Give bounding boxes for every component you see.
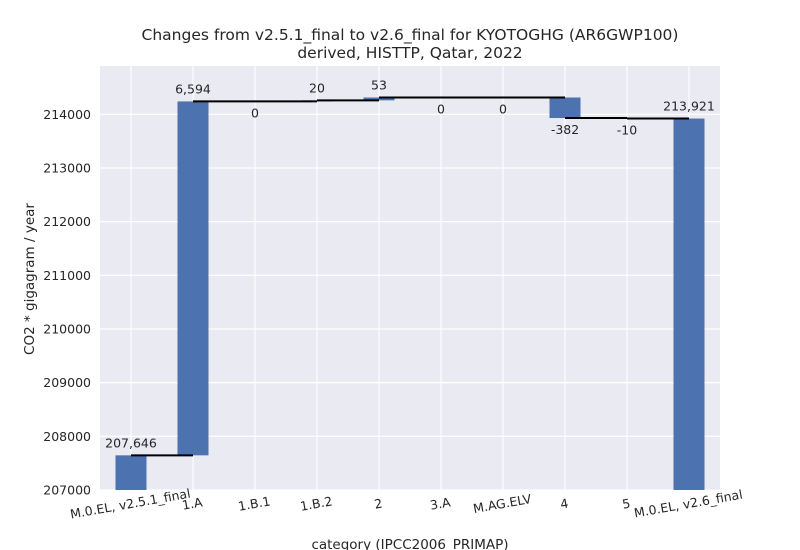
- data-labels: 207,646 6,594 0 20 53 0 0 -382 -10 213,921: [105, 78, 715, 451]
- x-tick-label: 1.B.2: [299, 493, 334, 513]
- data-label: 207,646: [105, 435, 157, 450]
- y-axis-label: CO2 * gigagram / year: [22, 203, 38, 355]
- x-tick-label: 2: [373, 495, 383, 511]
- data-label: 0: [437, 102, 445, 117]
- x-tick-label: M.0.EL, v2.6_final: [633, 487, 744, 521]
- y-tick-label: 207000: [43, 483, 91, 498]
- x-tick-label: 5: [621, 495, 631, 511]
- y-tick-label: 211000: [43, 268, 91, 283]
- connector-lines: [131, 96, 689, 457]
- y-tick-label: 213000: [43, 160, 91, 175]
- bars: [115, 97, 705, 491]
- data-label: -10: [617, 123, 637, 138]
- x-tick-label: 1.A: [181, 494, 204, 512]
- y-tick-label: 209000: [43, 375, 91, 390]
- data-label: 213,921: [663, 99, 715, 114]
- bar: [549, 97, 581, 119]
- data-label: 20: [309, 80, 325, 95]
- data-label: 53: [371, 78, 387, 93]
- bar: [673, 118, 705, 491]
- y-tick-label: 210000: [43, 321, 91, 336]
- bar: [177, 101, 209, 456]
- bar: [115, 455, 147, 490]
- data-label: 0: [251, 105, 259, 120]
- y-tick-label: 214000: [43, 107, 91, 122]
- x-tick-label: 4: [559, 495, 569, 511]
- chart-title: Changes from v2.5.1_final to v2.6_final …: [142, 26, 679, 45]
- y-tick-labels: 207000 208000 209000 210000 211000 212000 2130…: [43, 107, 91, 498]
- y-tick-label: 208000: [43, 429, 91, 444]
- x-tick-label: M.AG.ELV: [472, 491, 533, 516]
- x-tick-label: 1.B.1: [237, 493, 272, 513]
- x-tick-label: 3.A: [429, 494, 452, 512]
- data-label: 6,594: [175, 81, 211, 96]
- x-axis-label: category (IPCC2006_PRIMAP): [311, 537, 508, 550]
- data-label: -382: [551, 122, 579, 137]
- y-tick-label: 212000: [43, 214, 91, 229]
- chart-subtitle: derived, HISTTP, Qatar, 2022: [297, 44, 522, 62]
- data-label: 0: [499, 102, 507, 117]
- bar: [363, 97, 395, 101]
